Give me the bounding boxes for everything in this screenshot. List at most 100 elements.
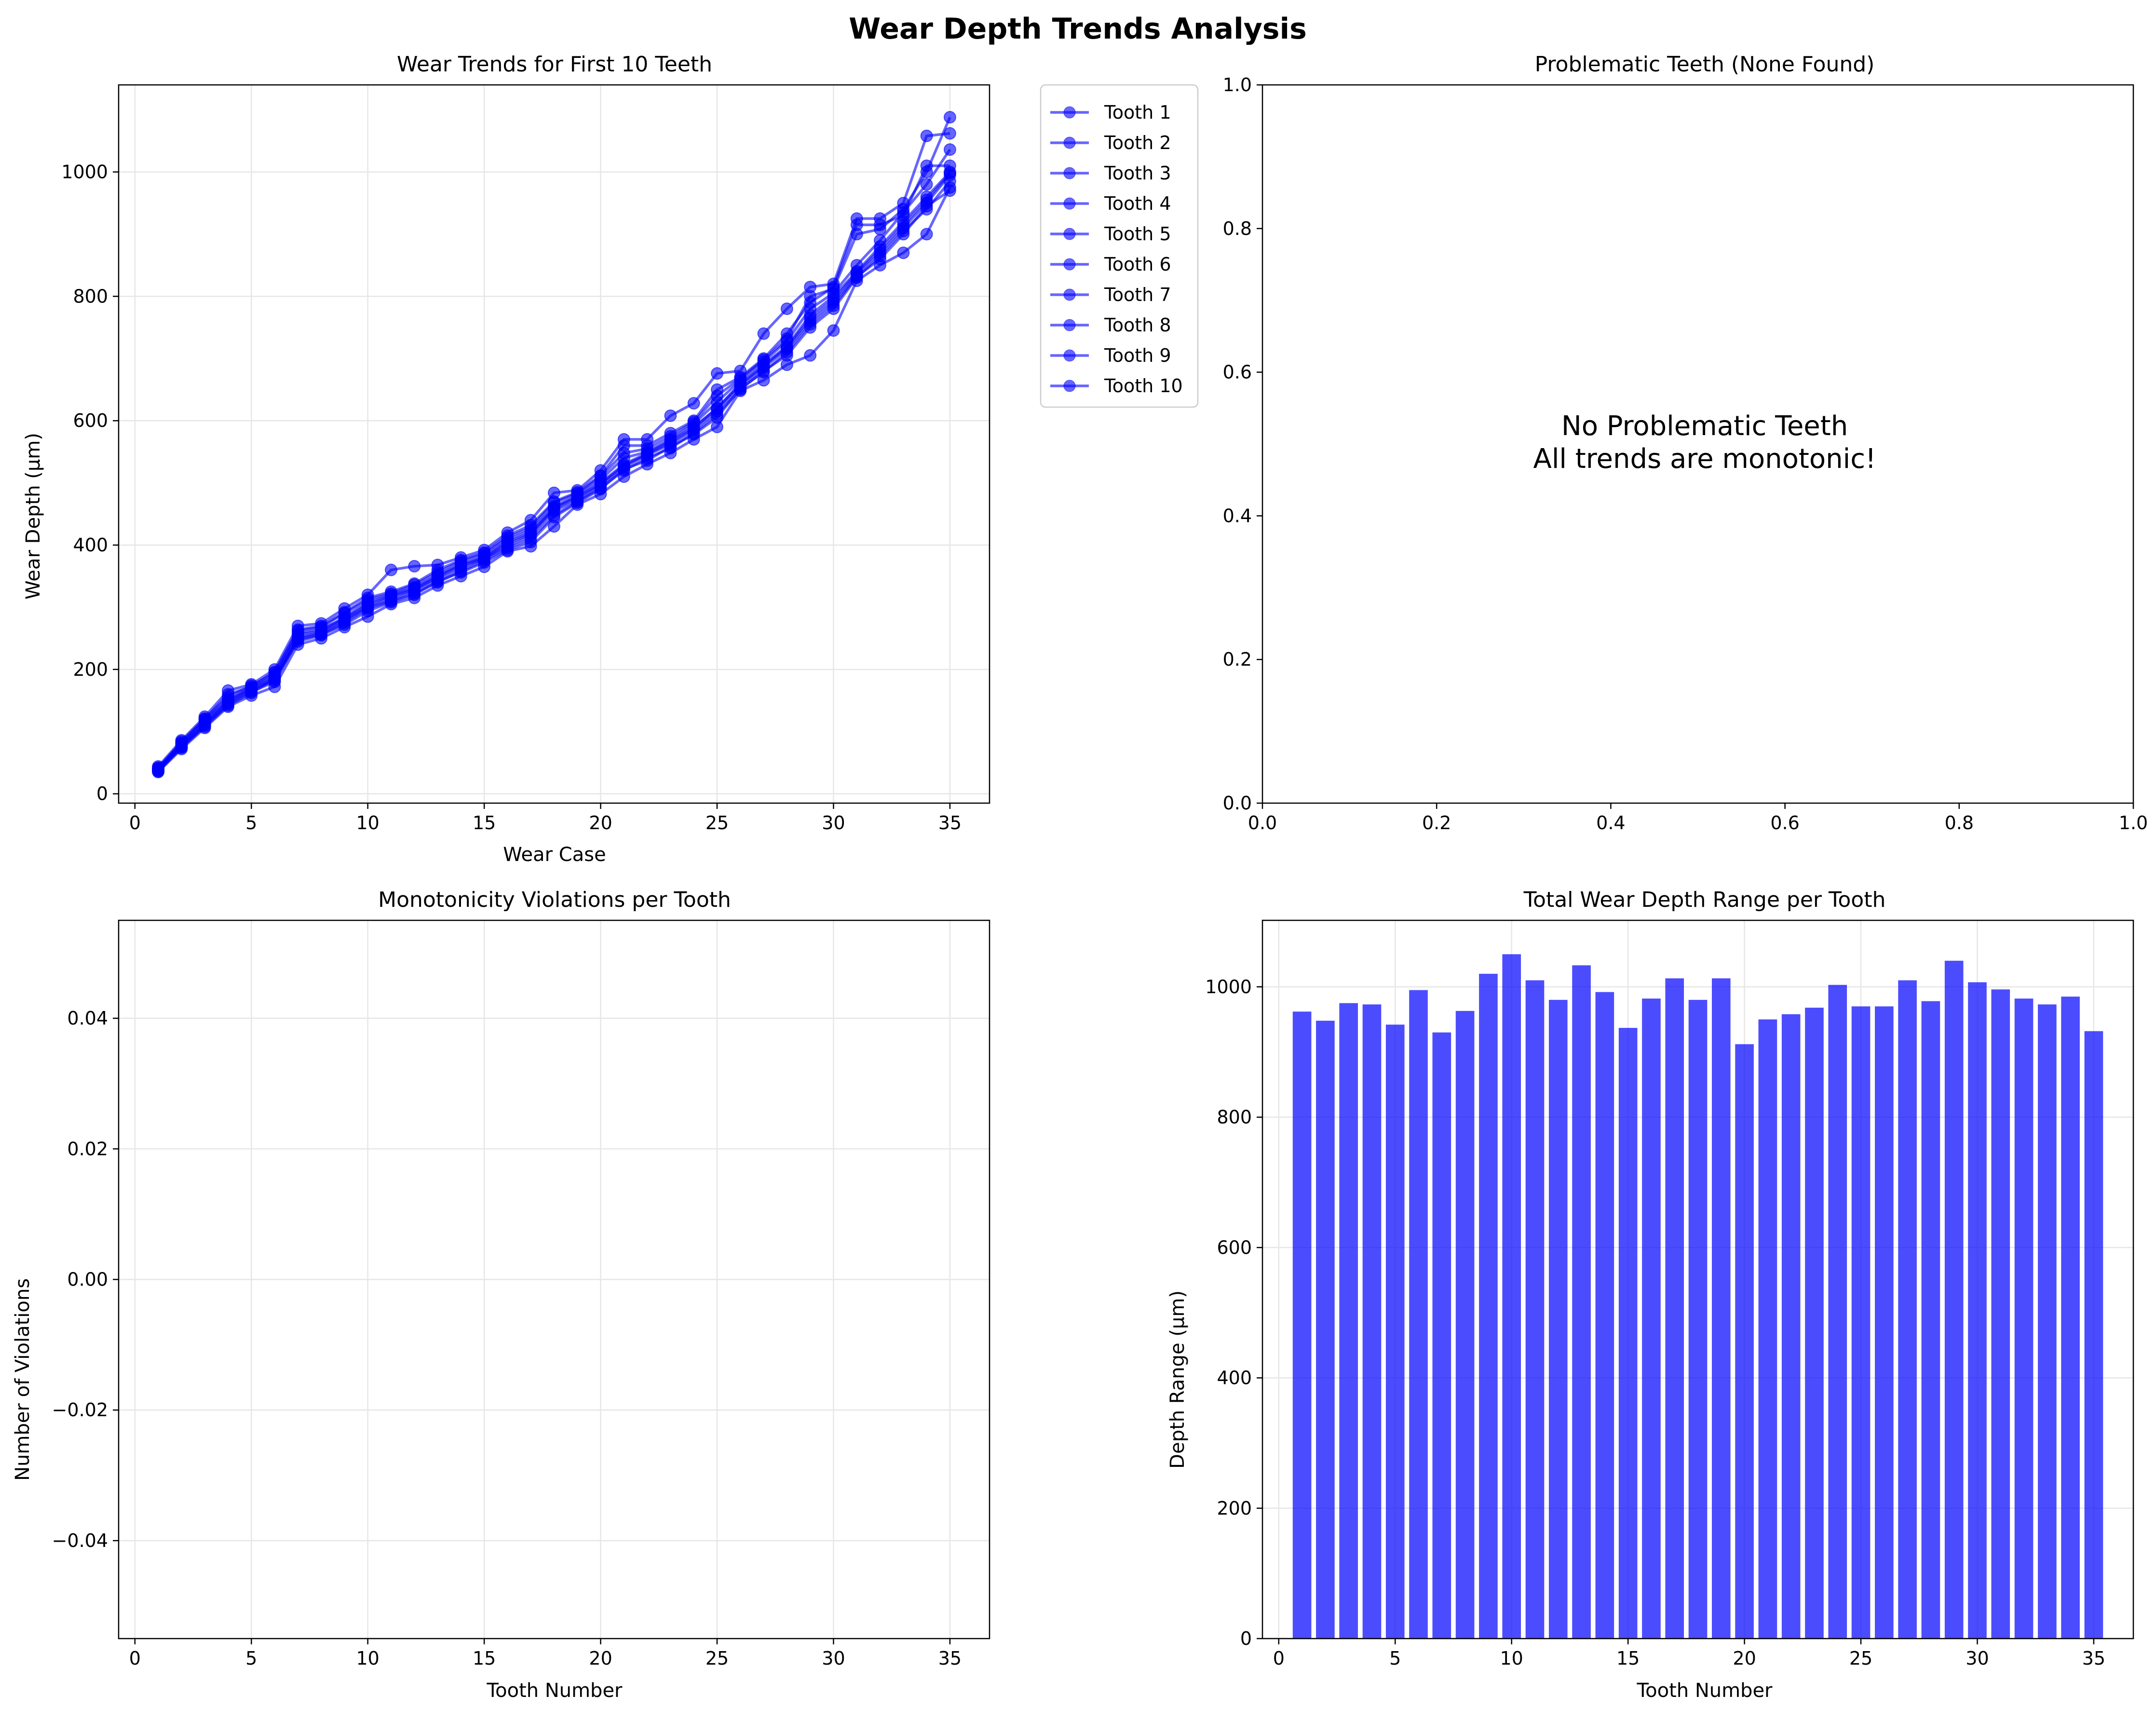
data-point [850,270,863,283]
data-point [664,409,677,422]
data-point [687,415,700,428]
problematic-teeth-ytick-label: 1.0 [1223,74,1252,96]
depth-range-bar [1828,984,1847,1639]
legend-label: Tooth 8 [1104,314,1171,336]
line-chart-title: Wear Trends for First 10 Teeth [397,52,712,77]
depth-range-bar [1502,954,1521,1639]
data-point [524,535,537,548]
violations-chart-xtick-label: 25 [705,1648,729,1669]
data-point [757,366,770,379]
data-point [175,740,188,753]
line-chart-ytick-label: 0 [96,783,108,805]
depth-range-bar [1642,998,1661,1639]
depth-range-bar [1968,982,1987,1639]
legend-marker [1063,258,1076,271]
depth-range-chart-ytick-label: 800 [1217,1107,1252,1128]
depth-range-bar [1851,1006,1871,1639]
line-chart-panel: Wear Trends for First 10 Teeth Wear Case… [22,52,990,866]
line-chart-ylabel: Wear Depth (µm) [22,433,44,600]
problematic-teeth-ytick-label: 0.8 [1223,218,1252,239]
line-chart-xtick-label: 30 [822,812,845,834]
depth-range-bar [1455,1011,1475,1639]
legend-box [1040,84,1199,408]
violations-chart-xtick-label: 10 [356,1648,380,1669]
legend-marker [1063,380,1076,392]
data-point [384,596,397,609]
depth-range-bar [1316,1021,1335,1639]
violations-chart-ylabel: Number of Violations [12,1278,34,1481]
data-point [874,223,887,236]
data-point [943,184,956,197]
violations-chart-xtick-label: 15 [473,1648,496,1669]
line-chart-xtick-label: 25 [705,812,729,834]
depth-range-bar [1688,999,1708,1639]
line-chart-marks [152,111,956,779]
problematic-teeth-xtick-label: 0.0 [1248,812,1277,834]
depth-range-chart-ytick-label: 1000 [1205,976,1252,998]
data-point [571,496,584,509]
data-point [920,178,933,191]
depth-range-bar [1618,1027,1638,1639]
depth-range-bar [1432,1032,1451,1639]
legend-item: Tooth 1 [1050,102,1171,123]
violations-chart-xtick-label: 20 [589,1648,612,1669]
legend-label: Tooth 3 [1104,163,1171,184]
problematic-teeth-xtick-label: 0.6 [1770,812,1799,834]
data-point [594,482,607,495]
data-point [338,618,351,631]
data-point [920,228,933,241]
data-point [711,411,724,424]
violations-chart-frame [118,919,990,1640]
data-point [361,593,374,606]
data-point [408,560,421,573]
depth-range-chart-ytick-label: 200 [1217,1498,1252,1519]
legend-item: Tooth 10 [1050,375,1183,396]
data-point [711,367,724,380]
line-chart-xlabel: Wear Case [503,844,606,866]
depth-range-bar [1711,978,1731,1639]
problematic-teeth-title: Problematic Teeth (None Found) [1535,52,1875,77]
legend-marker [1063,288,1076,301]
depth-range-bar [1781,1014,1801,1639]
legend-item: Tooth 2 [1050,132,1171,153]
depth-range-bar [1385,1025,1405,1639]
data-point [757,327,770,340]
violations-chart-ytick-label: −0.02 [52,1399,108,1421]
violations-chart-xtick-label: 5 [245,1648,257,1669]
depth-range-bar [1409,990,1428,1639]
depth-range-chart-ylabel: Depth Range (µm) [1166,1290,1189,1469]
depth-range-bar [1572,965,1591,1639]
legend-label: Tooth 1 [1104,102,1171,123]
depth-range-chart-xtick-label: 15 [1616,1648,1640,1669]
data-point [687,428,700,441]
depth-range-bar [1874,1006,1894,1639]
data-point [827,324,840,337]
depth-range-bar [1339,1003,1358,1639]
data-point [221,698,234,711]
violations-chart-xtick-label: 35 [938,1648,962,1669]
data-point [943,111,956,124]
legend-marker [1063,167,1076,179]
legend-item: Tooth 7 [1050,284,1171,305]
legend-marker [1063,349,1076,362]
problematic-teeth-note-line1: No Problematic Teeth [1561,410,1848,442]
legend-marker [1063,228,1076,240]
data-point [874,252,887,265]
problematic-teeth-frame [1261,84,2134,804]
problematic-teeth-ytick-label: 0.0 [1223,793,1252,814]
data-point [501,544,514,557]
data-point [804,349,817,362]
series-10 [152,184,956,777]
depth-range-bar [2061,997,2080,1639]
data-point [711,389,724,402]
data-point [943,167,956,180]
depth-range-bar [1805,1008,1824,1639]
depth-range-bar [1735,1044,1754,1639]
data-point [897,203,910,216]
depth-range-chart-xtick-label: 30 [1966,1648,1989,1669]
legend-marker [1063,137,1076,149]
legend-item: Tooth 3 [1050,163,1171,184]
data-point [920,165,933,178]
depth-range-chart-xtick-label: 20 [1733,1648,1756,1669]
